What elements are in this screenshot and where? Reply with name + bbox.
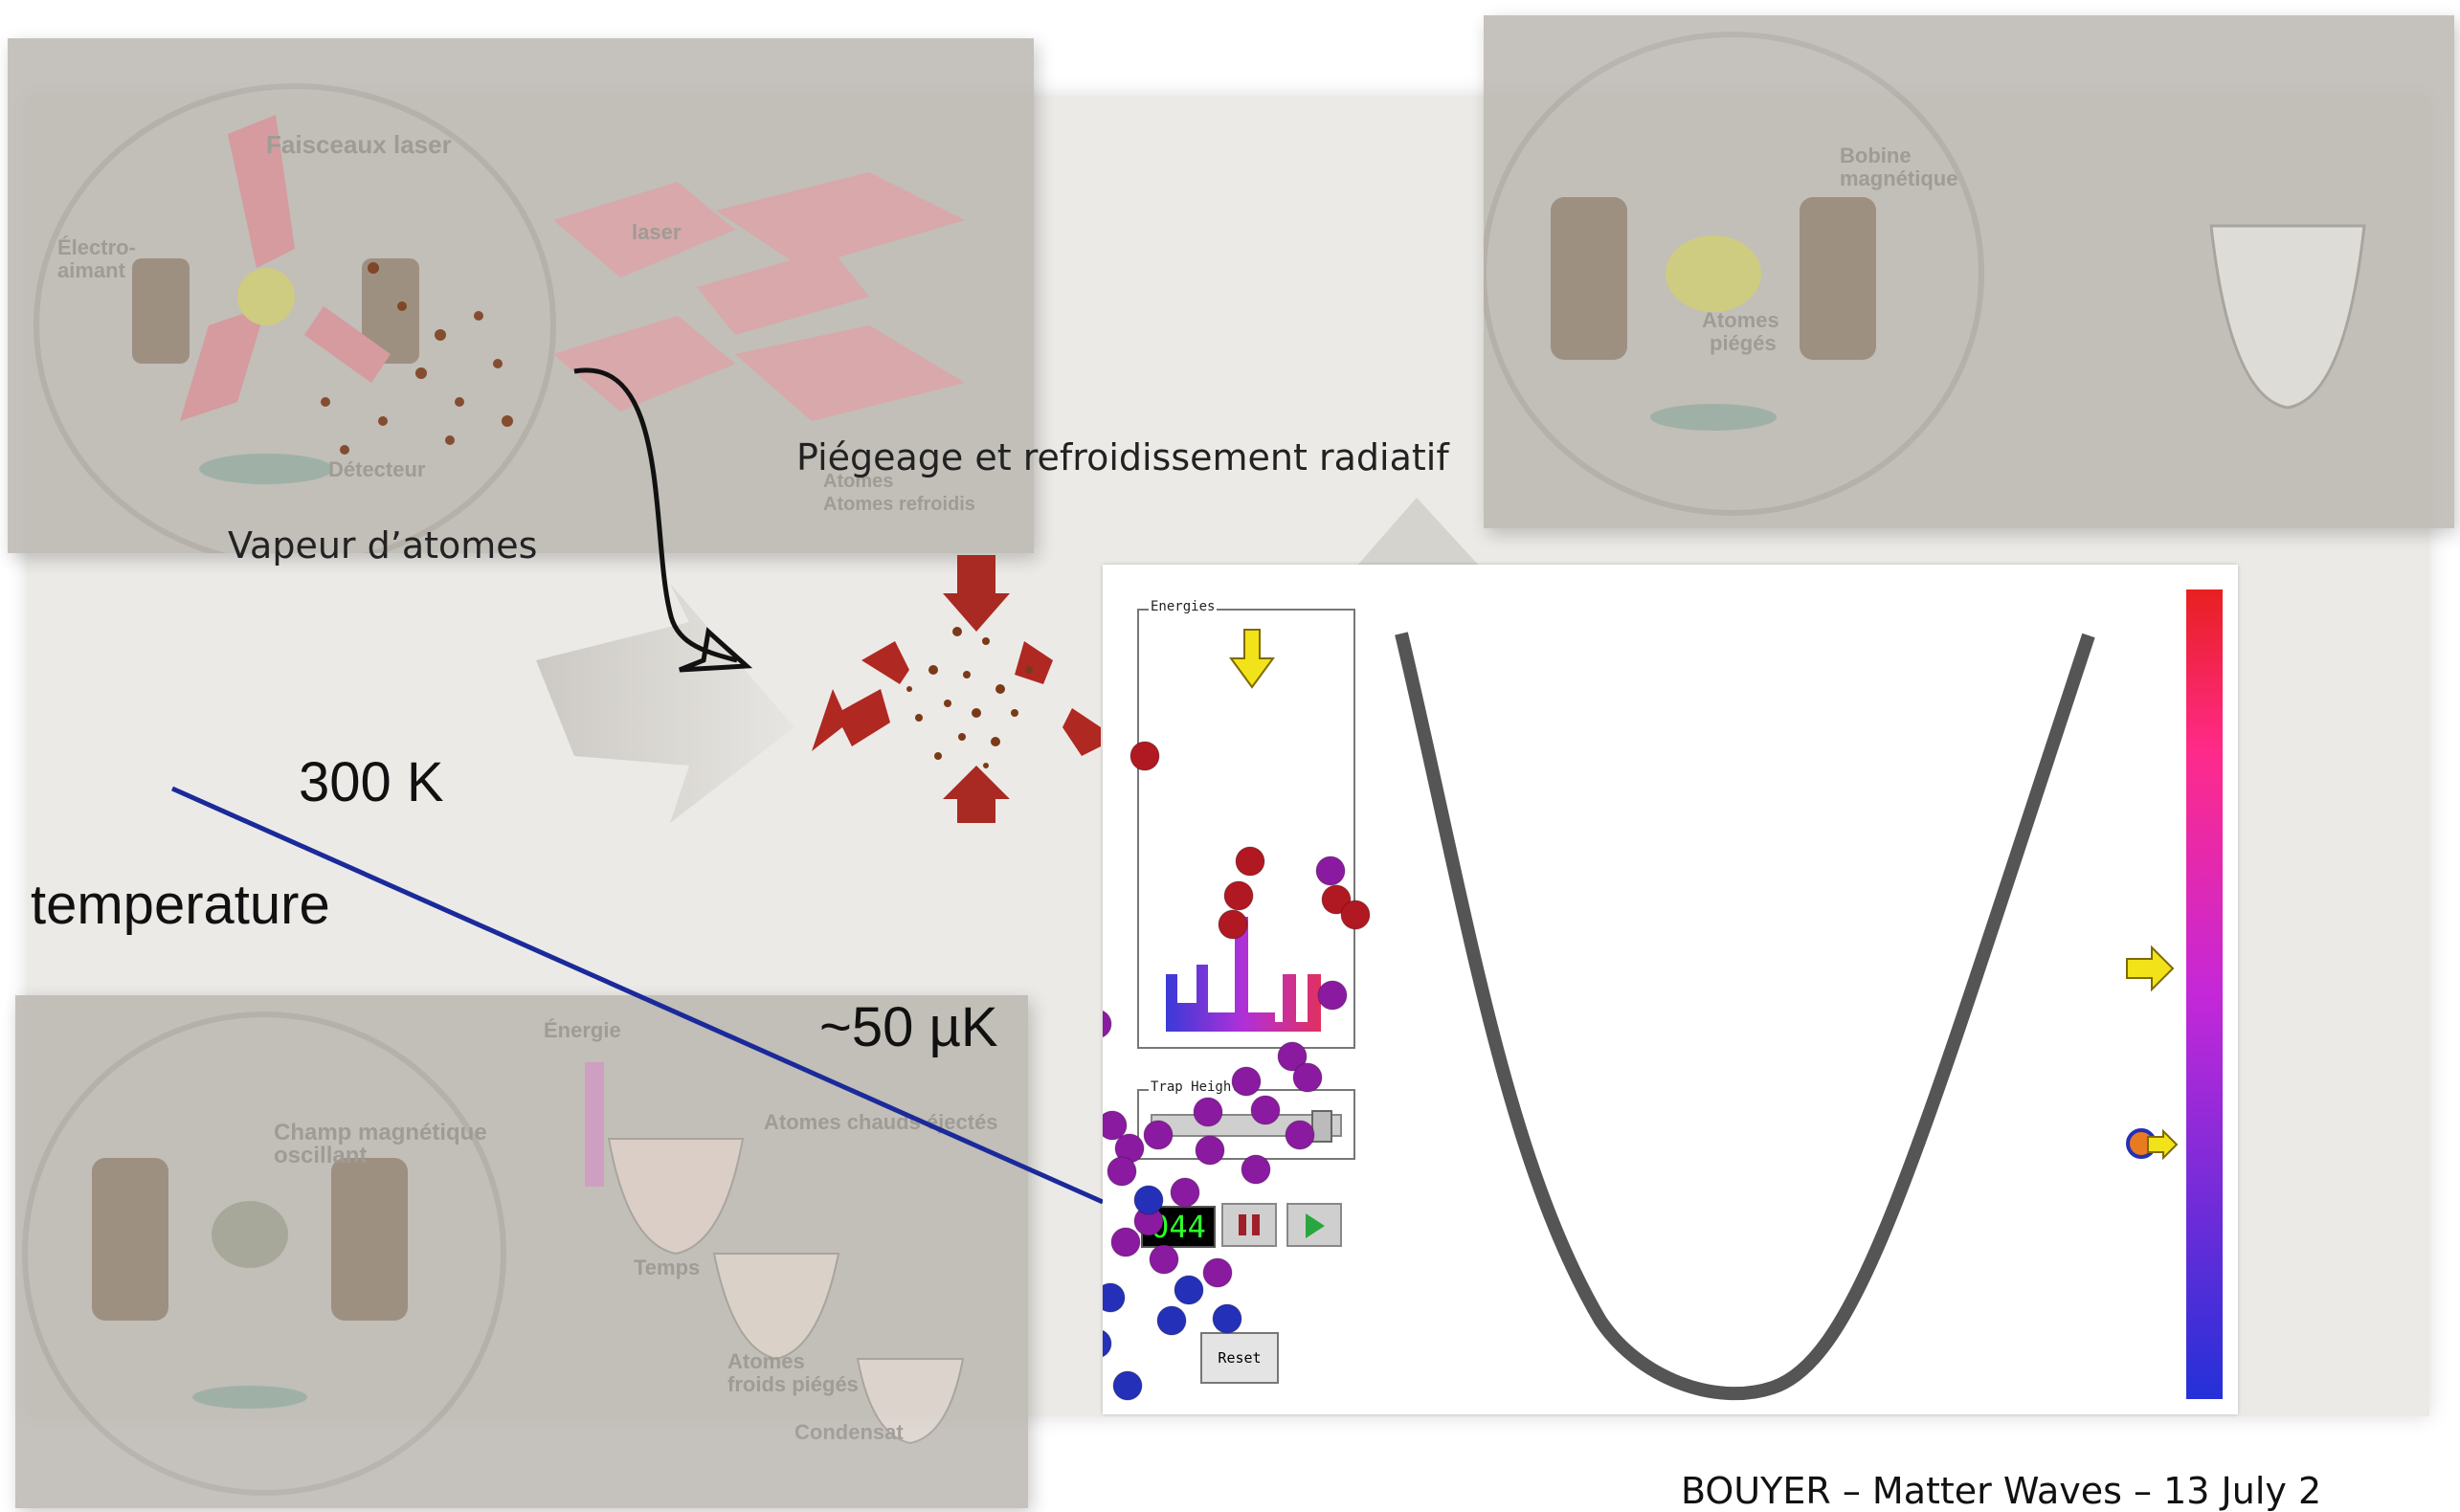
label-laser: laser (632, 220, 682, 244)
atom (1103, 1110, 1128, 1141)
caption-vapor: Vapeur d’atomes (228, 524, 538, 567)
label-condensat: Condensat (794, 1420, 904, 1444)
histogram-svg (1166, 629, 1321, 1032)
pause-button[interactable] (1221, 1203, 1277, 1247)
atom (1241, 1154, 1271, 1185)
label-atomes: Atomes (823, 471, 894, 492)
panel-laser-cooling: Faisceaux laser Électro- aimant laser Dé… (8, 38, 1034, 553)
atom (1223, 880, 1254, 911)
atom (1133, 1185, 1164, 1215)
atom (1195, 1135, 1225, 1166)
label-froids-pieges: froids piégés (727, 1372, 859, 1396)
atom (1110, 1227, 1141, 1257)
temperature-line (170, 786, 1105, 1205)
atom (1285, 1120, 1315, 1150)
trap-height-label: Trap Height (1149, 1079, 1241, 1095)
atom (1321, 884, 1352, 915)
atom (1315, 856, 1346, 886)
energy-color-scale (2186, 589, 2223, 1399)
atom (1129, 741, 1160, 771)
panel-magnetic-trap: Bobine magnétique Atomes piégés (1484, 15, 2454, 528)
arrow-left-shape (536, 584, 794, 823)
label-atomes-froids: Atomes (727, 1349, 805, 1373)
pause-icon (1239, 1214, 1246, 1235)
label-50uk: ~50 µK (819, 996, 998, 1058)
scale-arrow-icon (2126, 945, 2175, 992)
histogram-bars (1166, 917, 1321, 1032)
atom (1212, 1303, 1242, 1334)
play-icon (1306, 1213, 1325, 1238)
atom (1170, 1177, 1200, 1208)
beam-arrow-top (943, 555, 1010, 632)
label-pieges: piégés (1710, 331, 1777, 355)
atom (1174, 1275, 1204, 1305)
beam-arrow-right (1062, 708, 1101, 756)
atom (1143, 1120, 1174, 1150)
atom (1193, 1097, 1223, 1127)
label-300k: 300 K (299, 751, 444, 813)
atom (1317, 980, 1348, 1011)
label-magnetique: magnétique (1840, 167, 1958, 190)
atom (1103, 1329, 1112, 1358)
trapped-atoms (1103, 741, 1371, 1401)
label-atomes-trap: Atomes (1702, 308, 1779, 332)
beam-arrow-ur (1015, 641, 1053, 684)
label-aimant: aimant (57, 258, 125, 282)
reset-button[interactable]: Reset (1200, 1332, 1279, 1384)
evaporation-simulation: Energies Trap Height 044 Reset (1103, 565, 2238, 1414)
label-champ: Champ magnétique (274, 1120, 487, 1145)
panel-laser-illustration (34, 83, 965, 553)
atom (1277, 1041, 1308, 1072)
label-oscillant: oscillant (274, 1143, 368, 1168)
trap-height-thumb[interactable] (1311, 1110, 1332, 1143)
atom (1218, 909, 1248, 940)
energy-arrow-icon (1229, 629, 1275, 689)
energies-label: Energies (1149, 599, 1218, 614)
label-bobine: Bobine (1840, 144, 1912, 167)
panel-trap-illustration (1484, 32, 2366, 516)
label-electro: Électro- (57, 235, 136, 259)
label-atomes-refroidis: Atomes refroidis (823, 494, 975, 515)
atom (1149, 1244, 1179, 1275)
atom (1292, 1062, 1323, 1093)
curved-arrow-shape (573, 367, 738, 663)
curved-arrow-head (679, 627, 753, 673)
label-temperature: temperature (31, 874, 330, 936)
label-detecteur: Détecteur (328, 457, 426, 481)
atom (1235, 846, 1265, 877)
atom (1340, 900, 1371, 930)
energies-histogram (1137, 609, 1355, 1049)
vapor-atoms (321, 262, 513, 455)
trap-potential (1103, 589, 2223, 1401)
panel-evaporation-illustration (22, 1012, 965, 1496)
play-button[interactable] (1286, 1203, 1342, 1247)
panel-evaporation: Énergie Champ magnétique oscillant Atome… (15, 995, 1028, 1508)
atom (1103, 1282, 1126, 1313)
label-energie: Énergie (544, 1018, 621, 1042)
footer-text: BOUYER – Matter Waves – 13 July 2 (1681, 1470, 2322, 1512)
beam-arrow-bottom (943, 766, 1010, 823)
atom (1231, 1066, 1262, 1097)
pause-icon-bar (1252, 1214, 1260, 1235)
beam-arrow-ul (861, 641, 909, 684)
parabola-curve (1395, 632, 2095, 1401)
caption-trapping: Piégeage et refroidissement radiatif (796, 436, 1449, 478)
label-faisceaux: Faisceaux laser (266, 130, 452, 159)
mot-atoms (906, 627, 1033, 768)
scale-marker-arrow-icon (2147, 1128, 2179, 1161)
atom (1112, 1370, 1143, 1401)
beam-arrow-left (812, 689, 890, 751)
atom (1156, 1305, 1187, 1336)
atom (1107, 1156, 1137, 1187)
label-temps: Temps (634, 1256, 701, 1279)
label-atomes-chauds: Atomes chauds éjectés (764, 1110, 998, 1134)
atom (1250, 1095, 1281, 1125)
atom (1202, 1257, 1233, 1288)
atom (1103, 1010, 1112, 1038)
